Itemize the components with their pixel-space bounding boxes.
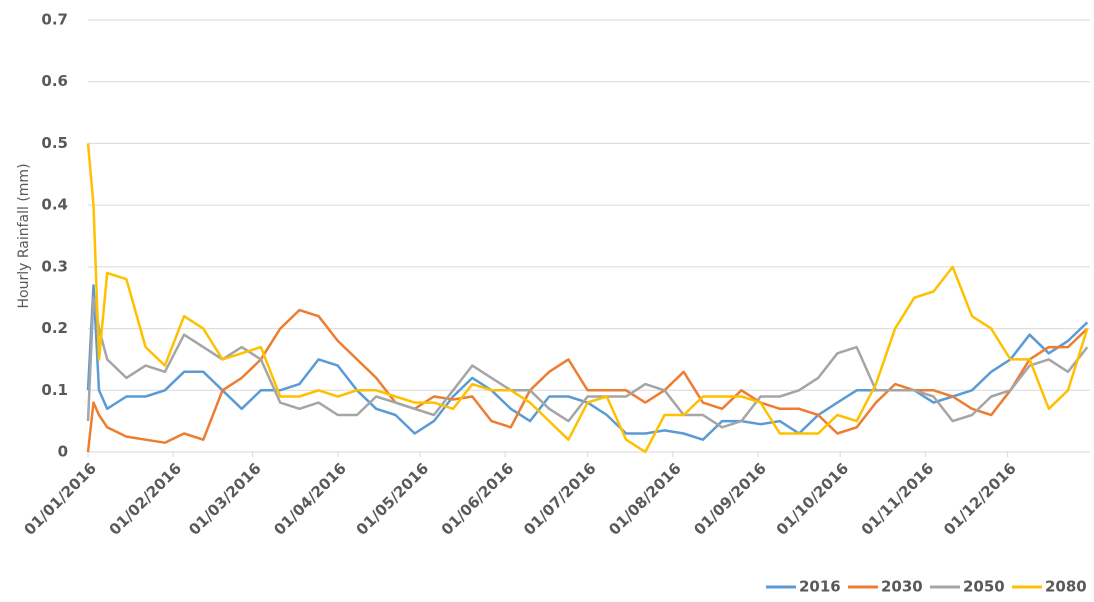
y-axis-title: Hourly Rainfall (mm) [16, 163, 32, 308]
y-tick-label: 0.6 [41, 72, 68, 90]
legend-item: 2080 [1012, 578, 1087, 596]
x-tick-label: 01/01/2016 [20, 459, 100, 539]
x-tick-label: 01/11/2016 [858, 459, 938, 539]
y-tick-label: 0.2 [41, 319, 68, 337]
x-tick-label: 01/09/2016 [690, 459, 770, 539]
legend-item: 2050 [930, 578, 1005, 596]
x-tick-label: 01/07/2016 [520, 459, 600, 539]
y-tick-label: 0.1 [41, 381, 68, 399]
line-series [86, 308, 1089, 453]
legend-label: 2030 [881, 578, 923, 596]
legend-label: 2050 [963, 578, 1005, 596]
x-tick-label: 01/03/2016 [185, 459, 265, 539]
legend-item: 2030 [848, 578, 923, 596]
x-tick-label: 01/10/2016 [773, 459, 853, 539]
x-tick-label: 01/08/2016 [605, 459, 685, 539]
y-tick-label: 0 [58, 443, 68, 461]
line-series [86, 284, 1089, 441]
line-series [86, 143, 1089, 454]
legend-item: 2016 [766, 578, 841, 596]
y-tick-label: 0.5 [41, 134, 68, 152]
x-tick-label: 01/05/2016 [353, 459, 433, 539]
legend-label: 2016 [799, 578, 841, 596]
y-tick-label: 0.4 [41, 196, 68, 214]
y-tick-label: 0.7 [41, 11, 68, 29]
x-tick-label: 01/06/2016 [438, 459, 518, 539]
x-tick-label: 01/12/2016 [940, 459, 1020, 539]
x-tick-label: 01/04/2016 [270, 459, 350, 539]
line-series [86, 296, 1089, 429]
y-tick-label: 0.3 [41, 257, 68, 275]
x-tick-label: 01/02/2016 [106, 459, 186, 539]
legend-label: 2080 [1045, 578, 1087, 596]
